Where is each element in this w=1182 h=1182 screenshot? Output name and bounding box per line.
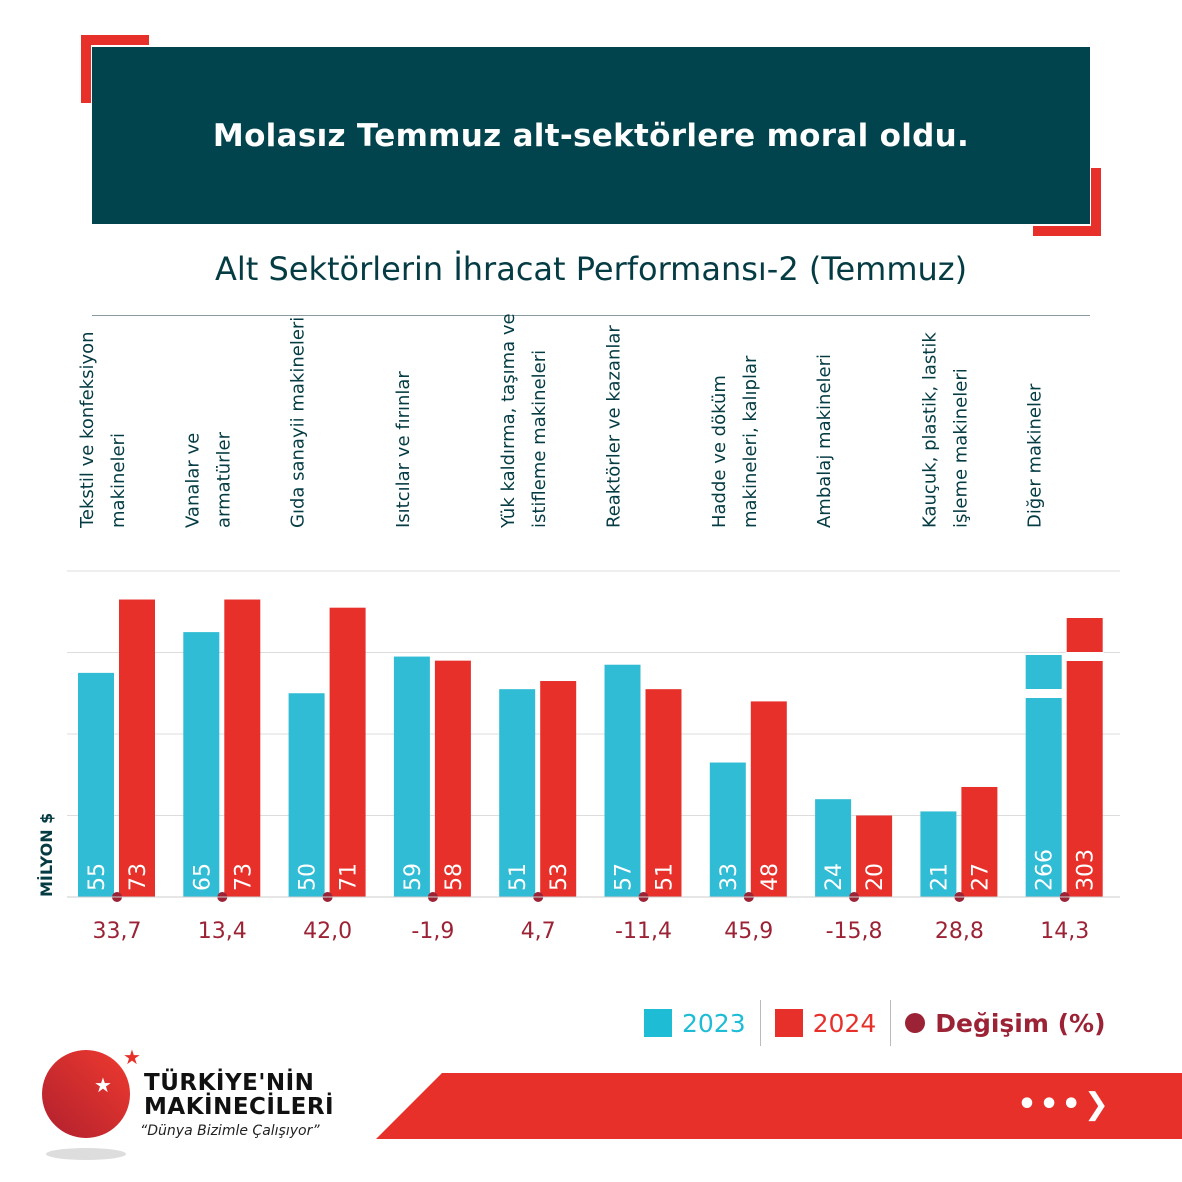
bar-value-label: 24: [822, 863, 847, 891]
category-label: Tekstil ve konfeksiyon: [77, 331, 98, 529]
corner-accent-bottom-right: [1033, 168, 1101, 236]
category-label: işleme makineleri: [950, 368, 971, 528]
category-label: Kauçuk, plastik, lastik: [919, 332, 940, 528]
svg-text:★: ★: [94, 1073, 112, 1097]
bar-value-label: 53: [547, 863, 572, 891]
corner-accent-top-left: [81, 35, 149, 103]
bar-2023: [288, 693, 325, 897]
brand-logo: ★ ★ TÜRKİYE'NİN MAKİNECİLERİ “Dünya Bizi…: [40, 1048, 360, 1168]
category-label: Vanalar ve: [182, 433, 203, 528]
svg-text:★: ★: [123, 1048, 141, 1069]
logo-globe-icon: ★ ★: [42, 1048, 141, 1160]
bar-value-label: 73: [126, 863, 151, 891]
category-label: istifleme makineleri: [529, 350, 550, 528]
change-value-label: 14,3: [1040, 919, 1089, 944]
bar-2024: [119, 599, 155, 897]
logo-text-line1: TÜRKİYE'NİN: [144, 1070, 315, 1096]
bar-value-label: 50: [296, 863, 321, 891]
change-value-label: -15,8: [826, 919, 883, 944]
bar-value-label: 303: [1074, 849, 1099, 891]
legend-item-2024: 2024: [761, 1009, 891, 1038]
bar-value-label: 65: [190, 863, 215, 891]
bar-value-label: 57: [612, 863, 637, 891]
bar-2023: [604, 664, 641, 897]
legend: 2023 2024 Değişim (%): [630, 1000, 1120, 1046]
next-arrow-icon[interactable]: •••❯: [1017, 1087, 1112, 1122]
legend-divider: [890, 1000, 892, 1046]
bar-2024: [856, 815, 893, 897]
bar-value-label: 55: [85, 863, 110, 891]
bar-chart: MİLYON $ Tekstil ve konfeksiyon makineleri…: [37, 313, 1120, 944]
bar-2024: [540, 681, 577, 897]
chart-title: Alt Sektörlerin İhracat Performansı-2 (T…: [214, 250, 968, 288]
bar-value-label: 58: [442, 863, 467, 891]
bar-value-label: 48: [758, 863, 783, 891]
category-label: Ambalaj makineleri: [814, 354, 835, 528]
bar-2024: [1066, 618, 1103, 897]
change-value-label: 33,7: [93, 919, 142, 944]
bar-2023: [393, 656, 430, 897]
headline-banner: Molasız Temmuz alt-sektörlere moral oldu…: [92, 47, 1090, 224]
legend-item-change: Değişim (%): [891, 1009, 1119, 1038]
logo-slogan: “Dünya Bizimle Çalışıyor”: [140, 1123, 320, 1139]
bar-2024: [961, 786, 998, 897]
change-value-label: 4,7: [521, 919, 556, 944]
title-divider: [92, 315, 1090, 316]
logo-text-line2: MAKİNECİLERİ: [144, 1094, 335, 1120]
bar-value-label: 20: [863, 863, 888, 891]
change-value-label: 28,8: [935, 919, 984, 944]
category-label: Yük kaldırma, taşıma ve: [498, 313, 519, 529]
change-value-label: -11,4: [615, 919, 672, 944]
category-label: Isıtcılar ve fırınlar: [393, 371, 414, 528]
category-label: Reaktörler ve kazanlar: [604, 325, 625, 528]
bar-value-label: 21: [927, 863, 952, 891]
bar-2023: [78, 672, 114, 897]
legend-label: 2024: [812, 1008, 877, 1038]
bar-2023: [920, 811, 957, 897]
change-value-label: 13,4: [198, 919, 247, 944]
bar-value-label: 266: [1033, 849, 1058, 891]
bar-value-label: 51: [506, 863, 531, 891]
bar-2024: [750, 701, 787, 897]
legend-item-2023: 2023: [630, 1009, 760, 1038]
category-label: makineleri: [108, 433, 129, 528]
headline-title: Molasız Temmuz alt-sektörlere moral oldu…: [212, 117, 970, 154]
legend-label: 2023: [682, 1008, 746, 1038]
bar-2024: [645, 689, 682, 897]
change-value-label: 42,0: [303, 919, 352, 944]
category-label: armatürler: [213, 431, 234, 528]
change-value-label: -1,9: [411, 919, 454, 944]
change-value-label: 45,9: [724, 919, 773, 944]
bar-value-label: 33: [717, 863, 742, 891]
y-axis-label: MİLYON $: [37, 813, 56, 897]
bar-value-label: 27: [968, 863, 993, 891]
category-label: Gıda sanayii makineleri: [288, 317, 309, 528]
bar-2024: [224, 599, 261, 897]
bar-2023: [709, 762, 746, 897]
axis-break: [1065, 652, 1104, 661]
bar-value-label: 51: [653, 863, 678, 891]
bar-value-label: 73: [231, 863, 256, 891]
legend-label: Değişim (%): [935, 1008, 1106, 1038]
axis-break: [1024, 689, 1063, 698]
bar-2023: [815, 799, 852, 897]
bar-2023: [183, 632, 220, 897]
bar-2024: [434, 660, 471, 897]
bar-value-label: 59: [401, 863, 426, 891]
category-label: Hadde ve döküm: [709, 375, 730, 528]
bar-value-label: 71: [337, 863, 362, 891]
category-label: Diğer makineler: [1025, 383, 1046, 528]
category-label: makineleri, kalıplar: [740, 355, 761, 528]
bar-2023: [499, 689, 536, 897]
legend-divider: [759, 1000, 761, 1046]
footer-bar: •••❯: [376, 1073, 1182, 1139]
bar-2024: [329, 607, 366, 897]
